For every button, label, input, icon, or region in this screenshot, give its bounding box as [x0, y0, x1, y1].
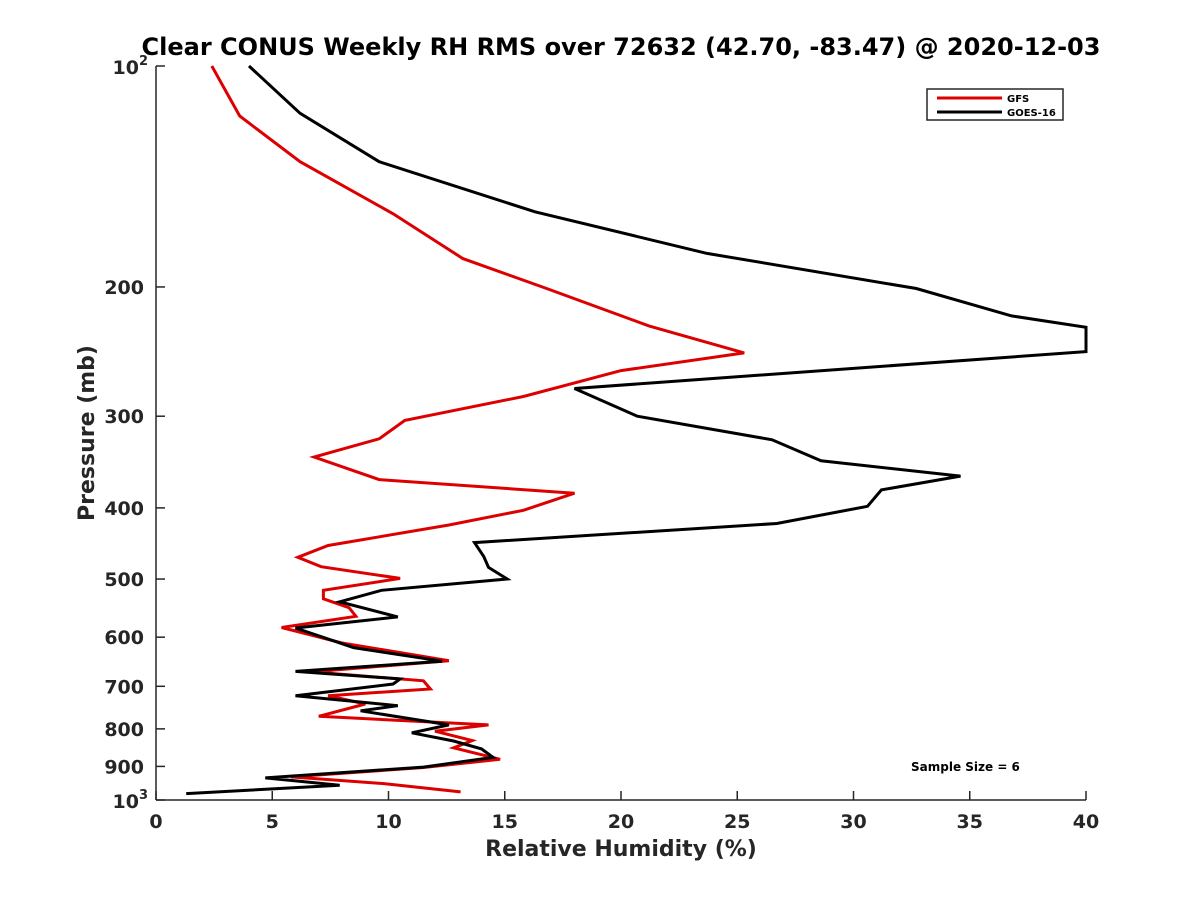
y-tick-exponent: 3: [139, 788, 148, 803]
y-tick-label: 500: [104, 569, 144, 591]
sample-size-annotation: Sample Size = 6: [911, 760, 1020, 774]
y-tick-label: 400: [104, 498, 144, 520]
y-tick-exponent: 2: [139, 54, 148, 69]
y-tick-label: 200: [104, 277, 144, 299]
x-tick-label: 10: [375, 811, 401, 833]
x-tick-label: 40: [1073, 811, 1099, 833]
y-tick-label: 300: [104, 406, 144, 428]
legend: GFS GOES-16: [926, 88, 1064, 121]
y-tick-label: 900: [104, 756, 144, 778]
legend-box: [926, 88, 1064, 121]
y-tick-label: 700: [104, 676, 144, 698]
y-tick-label: 800: [104, 719, 144, 741]
x-tick-label: 5: [266, 811, 279, 833]
x-tick-label: 30: [840, 811, 866, 833]
series-line-goes-16: [186, 64, 1088, 796]
x-tick-label: 20: [608, 811, 634, 833]
legend-label-gfs: GFS: [1007, 94, 1029, 105]
x-tick-label: 15: [492, 811, 518, 833]
x-tick-label: 25: [724, 811, 750, 833]
y-tick-base: 10: [113, 57, 139, 79]
y-axis-label: Pressure (mb): [75, 345, 100, 521]
chart-title: Clear CONUS Weekly RH RMS over 72632 (42…: [142, 33, 1101, 61]
x-tick-label: 0: [149, 811, 162, 833]
series-layer: [186, 64, 1088, 796]
series-line-gfs: [210, 65, 745, 794]
y-tick-label: 600: [104, 627, 144, 649]
plot-frame: [156, 66, 1086, 800]
y-tick-label: 102: [113, 54, 149, 79]
y-tick-label: 103: [113, 788, 149, 813]
x-tick-label: 35: [957, 811, 983, 833]
y-tick-base: 10: [113, 791, 139, 813]
x-axis-ticks: 0 5 10 15 20 25 30 35 40: [149, 791, 1099, 833]
x-axis-label: Relative Humidity (%): [485, 837, 757, 862]
legend-label-goes-16: GOES-16: [1007, 108, 1056, 119]
